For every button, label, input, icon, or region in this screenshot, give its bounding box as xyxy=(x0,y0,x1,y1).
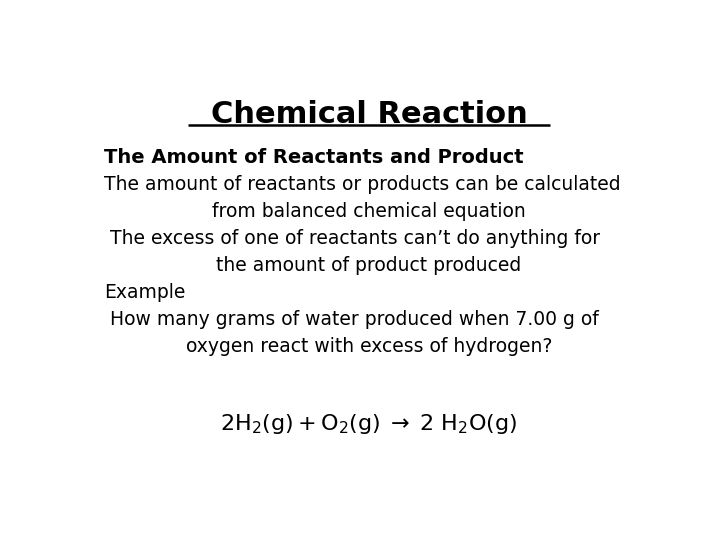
Text: $\mathrm{2H_2(g) + O_2(g) \;\rightarrow\; 2\ H_2O(g)}$: $\mathrm{2H_2(g) + O_2(g) \;\rightarrow\… xyxy=(220,413,518,436)
Text: Chemical Reaction: Chemical Reaction xyxy=(211,100,527,129)
Text: oxygen react with excess of hydrogen?: oxygen react with excess of hydrogen? xyxy=(186,337,552,356)
Text: How many grams of water produced when 7.00 g of: How many grams of water produced when 7.… xyxy=(104,310,599,329)
Text: The excess of one of reactants can’t do anything for: The excess of one of reactants can’t do … xyxy=(104,229,600,248)
Text: Example: Example xyxy=(104,283,185,302)
Text: The amount of reactants or products can be calculated: The amount of reactants or products can … xyxy=(104,175,621,194)
Text: from balanced chemical equation: from balanced chemical equation xyxy=(212,202,526,221)
Text: The Amount of Reactants and Product: The Amount of Reactants and Product xyxy=(104,148,523,167)
Text: the amount of product produced: the amount of product produced xyxy=(217,256,521,275)
